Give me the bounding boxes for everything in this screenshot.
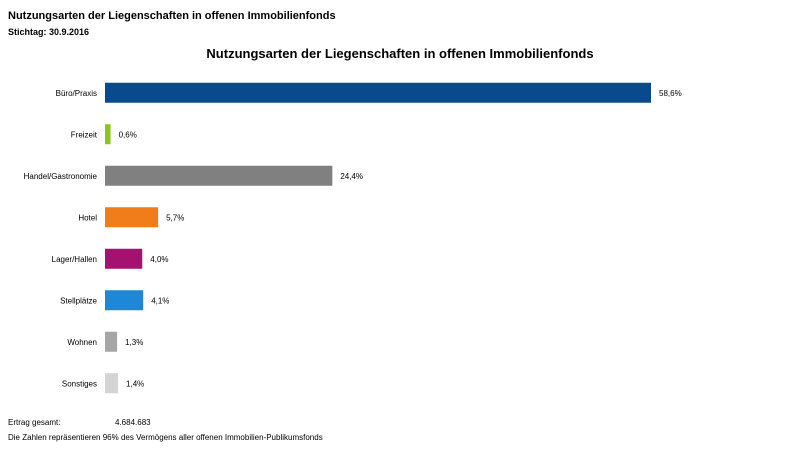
bar <box>105 290 144 311</box>
bar <box>105 82 651 103</box>
data-label: 5,7% <box>166 213 184 222</box>
bar-chart: Büro/Praxis 58,6% Freizeit 0,6% Handel/Gastr… <box>24 82 682 394</box>
category-label: Sonstiges <box>62 379 97 388</box>
category-label: Handel/Gastronomie <box>24 172 98 181</box>
bar <box>105 165 333 186</box>
data-label: 1,4% <box>126 379 144 388</box>
bar <box>105 248 143 269</box>
footnote: Die Zahlen repräsentieren 96% des Vermög… <box>8 433 323 442</box>
data-label: 4,0% <box>150 255 168 264</box>
category-label: Hotel <box>78 213 97 222</box>
data-label: 1,3% <box>125 338 143 347</box>
data-label: 58,6% <box>659 89 682 98</box>
bar <box>105 207 159 228</box>
total-label: Ertrag gesamt: <box>8 418 61 427</box>
total-value: 4.684.683 <box>115 418 151 427</box>
bar <box>105 124 111 145</box>
bar <box>105 373 119 394</box>
data-label: 4,1% <box>151 296 169 305</box>
page-title: Nutzungsarten der Liegenschaften in offe… <box>8 10 336 22</box>
category-label: Büro/Praxis <box>56 89 97 98</box>
data-label: 0,6% <box>119 130 137 139</box>
category-label: Freizeit <box>71 130 98 139</box>
data-label: 24,4% <box>340 172 363 181</box>
reference-date: Stichtag: 30.9.2016 <box>8 27 90 37</box>
category-label: Stellplätze <box>60 296 97 305</box>
category-label: Wohnen <box>67 338 97 347</box>
category-label: Lager/Hallen <box>52 255 97 264</box>
chart-title: Nutzungsarten der Liegenschaften in offe… <box>206 46 594 61</box>
bar <box>105 331 118 352</box>
